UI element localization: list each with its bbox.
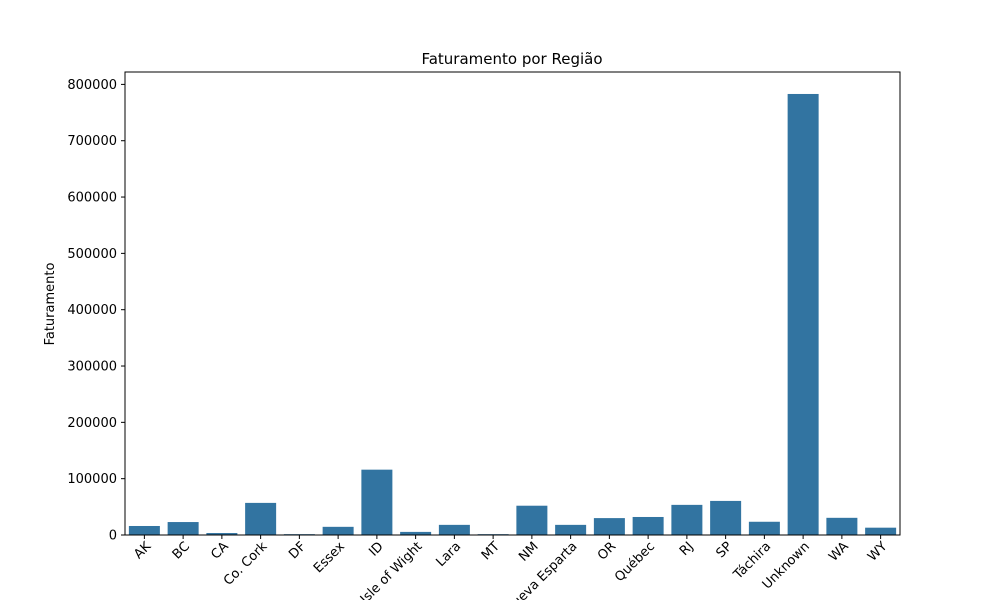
bar	[245, 502, 277, 535]
x-tick-label: SP	[713, 539, 735, 561]
x-tick-label: Co. Cork	[221, 539, 271, 589]
y-tick-label: 300000	[67, 360, 117, 375]
bar	[128, 525, 160, 535]
x-tick-label: WA	[826, 539, 852, 565]
bar	[400, 531, 432, 535]
x-tick-label: MT	[479, 539, 503, 563]
x-tick-label: Lara	[433, 539, 464, 570]
bar	[206, 533, 238, 535]
bar	[826, 517, 858, 535]
y-tick-label: 400000	[67, 303, 117, 318]
x-tick-label: DF	[286, 539, 309, 562]
bar	[593, 518, 625, 535]
plot-frame	[124, 71, 901, 536]
bar	[516, 505, 548, 535]
bar	[322, 526, 354, 535]
x-tick-label: Nueva Esparta	[502, 539, 580, 600]
y-axis-title: Faturamento	[43, 263, 58, 346]
y-axis: 0 100000 200000 300000 400000 500000 600000 700…	[67, 78, 125, 544]
y-tick-label: 800000	[67, 78, 117, 93]
y-tick-label: 600000	[67, 191, 117, 206]
bar	[865, 527, 897, 535]
bar	[555, 524, 587, 535]
x-tick-label: Essex	[311, 539, 348, 576]
bars-group	[128, 93, 897, 535]
chart-title: Faturamento por Região	[421, 50, 602, 68]
x-tick-label: AK	[131, 539, 154, 562]
y-tick-label: 0	[109, 529, 117, 544]
x-tick-label: ID	[366, 539, 386, 559]
bar	[167, 522, 199, 535]
y-tick-label: 700000	[67, 134, 117, 149]
bar	[671, 504, 703, 535]
x-tick-label: RJ	[677, 539, 697, 559]
x-tick-label: WY	[865, 539, 890, 564]
bar	[710, 500, 742, 535]
bar	[787, 93, 819, 535]
y-tick-label: 200000	[67, 416, 117, 431]
x-tick-label: Québec	[612, 539, 658, 585]
x-tick-label: NM	[516, 539, 541, 564]
y-tick-label: 500000	[67, 247, 117, 262]
x-tick-label: BC	[170, 539, 193, 562]
bar	[361, 469, 393, 535]
bar	[438, 524, 470, 535]
bar	[748, 521, 780, 535]
x-tick-label: OR	[595, 539, 619, 563]
bar	[632, 516, 664, 535]
x-tick-label: CA	[208, 539, 231, 562]
y-tick-label: 100000	[67, 472, 117, 487]
